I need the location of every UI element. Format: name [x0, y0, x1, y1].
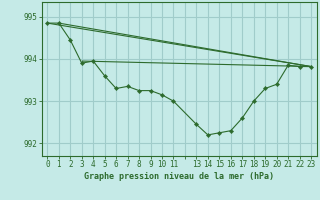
X-axis label: Graphe pression niveau de la mer (hPa): Graphe pression niveau de la mer (hPa): [84, 172, 274, 181]
